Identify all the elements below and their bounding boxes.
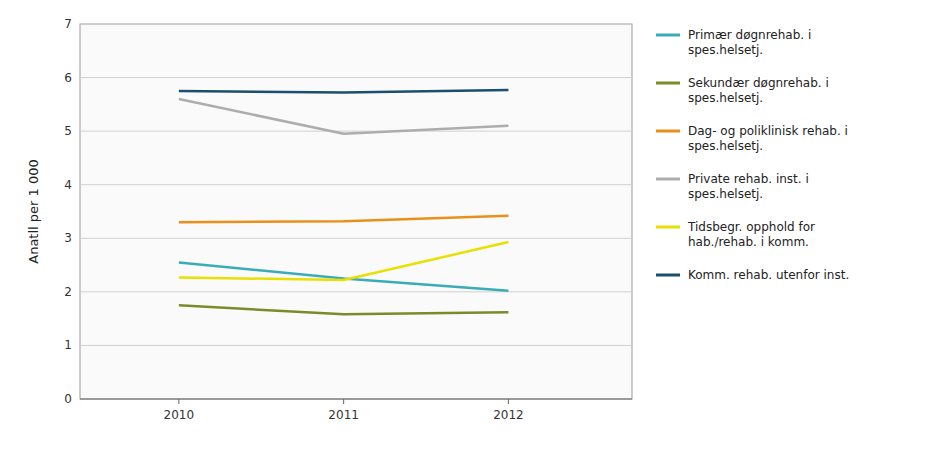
legend-swatch (656, 274, 680, 277)
grid-line (80, 399, 632, 400)
series-line (179, 242, 509, 280)
x-tick (508, 399, 509, 404)
y-axis-label: Anatll per 1 000 (26, 159, 41, 264)
grid-line (80, 131, 632, 132)
x-tick-label: 2010 (164, 408, 195, 422)
legend-label: Tidsbegr. opphold forhab./rehab. i komm. (687, 220, 815, 249)
x-axis-line (80, 399, 632, 400)
grid-line (80, 238, 632, 239)
legend-label: Sekundær døgnrehab. ispes.helsetj. (688, 76, 829, 105)
x-tick (178, 399, 179, 404)
y-tick-label: 1 (64, 338, 72, 352)
legend-swatch (656, 34, 680, 37)
x-tick-label: 2012 (493, 408, 524, 422)
legend-label-line: Komm. rehab. utenfor inst. (688, 268, 849, 282)
legend-label: Dag- og poliklinisk rehab. ispes.helsetj… (688, 124, 848, 153)
legend-label-line: spes.helsetj. (688, 43, 763, 57)
y-tick-label: 5 (64, 124, 72, 138)
y-tick-label: 3 (64, 231, 72, 245)
legend-swatch (656, 226, 680, 229)
legend-label-line: spes.helsetj. (688, 187, 763, 201)
y-tick-label: 7 (64, 17, 72, 31)
legend-swatch (656, 130, 680, 133)
series-lines (179, 90, 509, 314)
series-line (179, 305, 509, 314)
grid-line (80, 345, 632, 346)
grid-line (80, 77, 632, 78)
legend-label: Primær døgnrehab. ispes.helsetj. (688, 28, 811, 57)
grid-line (80, 291, 632, 292)
series-line (179, 216, 509, 222)
legend-label-line: Primær døgnrehab. i (688, 28, 811, 42)
legend-label-line: Dag- og poliklinisk rehab. i (688, 124, 848, 138)
y-tick-label: 4 (64, 178, 72, 192)
y-tick-label: 0 (64, 392, 72, 406)
legend-label-line: spes.helsetj. (688, 91, 763, 105)
grid-line (80, 184, 632, 185)
x-tick (343, 399, 344, 404)
legend-label-line: Tidsbegr. opphold for (687, 220, 815, 234)
legend-swatch (656, 178, 680, 181)
legend-label: Private rehab. inst. ispes.helsetj. (688, 172, 809, 201)
legend-label-line: Sekundær døgnrehab. i (688, 76, 829, 90)
series-line (179, 262, 509, 290)
legend-label-line: spes.helsetj. (688, 139, 763, 153)
series-line (179, 90, 509, 93)
series-line (179, 99, 509, 134)
plot-frame (80, 24, 632, 399)
grid-line (80, 24, 632, 25)
y-tick-label: 2 (64, 285, 72, 299)
legend-label: Komm. rehab. utenfor inst. (688, 268, 849, 282)
x-tick-label: 2011 (328, 408, 359, 422)
grid (80, 24, 632, 399)
chart: 0 1 2 3 4 5 6 7 2010 2011 2012 Anatll per 1 000 Prim… (0, 0, 952, 449)
legend-label-line: Private rehab. inst. i (688, 172, 809, 186)
legend-swatch (656, 82, 680, 85)
y-tick-label: 6 (64, 71, 72, 85)
legend-label-line: hab./rehab. i komm. (688, 235, 809, 249)
legend: Primær døgnrehab. ispes.helsetj.Sekundær… (656, 28, 849, 282)
